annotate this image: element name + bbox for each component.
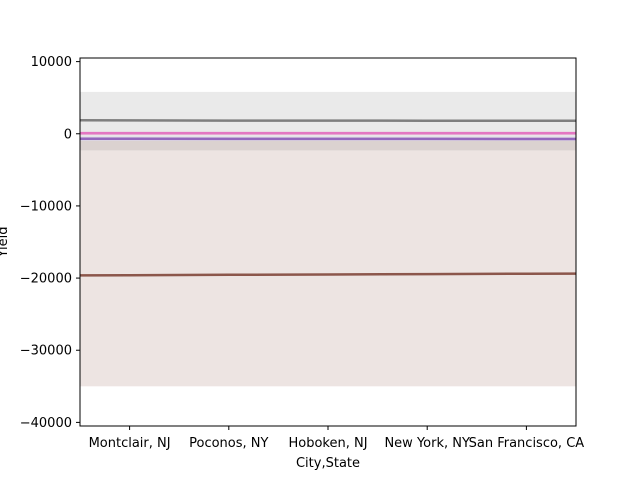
y-tick-label: −40000 <box>20 416 72 431</box>
line-series-4 <box>79 272 577 277</box>
y-tick-label: −20000 <box>20 272 72 287</box>
y-axis-label: Yield <box>0 227 11 259</box>
x-axis: Montclair, NJ Poconos, NY Hoboken, NJ New Y… <box>89 426 585 451</box>
x-tick-label: Hoboken, NJ <box>288 436 367 451</box>
x-tick-label: San Francisco, CA <box>469 436 585 451</box>
x-tick-label: Montclair, NJ <box>89 436 171 451</box>
confidence-bands <box>80 91 576 387</box>
band-series-4 <box>80 140 576 387</box>
x-tick-label: New York, NY <box>384 436 470 451</box>
y-tick-label: 10000 <box>31 55 72 70</box>
y-tick-label: 0 <box>64 127 72 142</box>
y-tick-label: −30000 <box>20 344 72 359</box>
y-tick-label: −10000 <box>20 199 72 214</box>
x-tick-label: Poconos, NY <box>189 436 268 451</box>
line-series-1 <box>79 119 576 123</box>
series-lines <box>79 119 577 277</box>
y-axis: 10000 0 −10000 −20000 −30000 −40000 <box>20 55 80 431</box>
x-axis-label: City,State <box>296 456 360 471</box>
